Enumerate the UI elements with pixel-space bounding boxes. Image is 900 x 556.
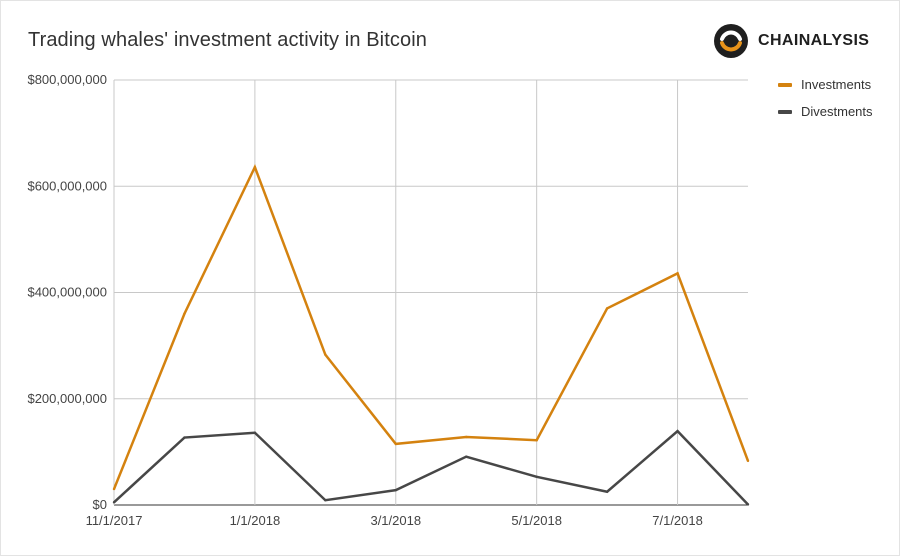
data-point-divestments	[465, 455, 468, 458]
y-tick-label: $600,000,000	[27, 178, 107, 193]
legend-swatch-divestments	[778, 109, 792, 114]
data-point-divestments	[676, 429, 679, 433]
data-point-investments	[324, 353, 327, 356]
legend-label-investments: Investments	[801, 77, 872, 92]
y-tick-label: $0	[93, 497, 107, 512]
legend-swatch-investments	[778, 82, 792, 87]
data-point-divestments	[112, 501, 116, 504]
data-point-investments	[112, 487, 116, 491]
legend-label-divestments: Divestments	[801, 104, 873, 119]
data-point-investments	[676, 272, 679, 275]
data-point-divestments	[253, 431, 257, 434]
legend-item-divestments: Divestments	[778, 98, 873, 125]
x-tick-label: 11/1/2017	[86, 513, 143, 528]
legend-item-investments: Investments	[778, 71, 873, 98]
data-point-investments	[253, 165, 257, 169]
data-point-investments	[746, 459, 750, 463]
chart-title: Trading whales' investment activity in B…	[28, 29, 427, 51]
y-axis-ticks: $0 $200,000,000 $400,000,000 $600,000,000 $8…	[27, 72, 107, 512]
brand: CHAINALYSIS	[713, 23, 869, 59]
grid-layer	[113, 79, 748, 506]
y-tick-label: $800,000,000	[27, 72, 107, 87]
data-point-divestments	[324, 499, 327, 502]
x-tick-label: 5/1/2018	[511, 513, 562, 528]
data-point-divestments	[605, 490, 609, 493]
series-layer	[112, 163, 750, 506]
data-point-investments	[465, 435, 468, 439]
y-tick-label: $400,000,000	[27, 285, 107, 300]
y-tick-label: $200,000,000	[27, 391, 107, 406]
data-point-divestments	[746, 503, 750, 506]
x-axis-ticks: 11/1/2017 1/1/2018 3/1/2018 5/1/2018 7/1/201…	[86, 513, 703, 528]
legend: Investments Divestments	[778, 71, 873, 125]
x-tick-label: 7/1/2018	[652, 513, 703, 528]
data-point-investments	[183, 312, 186, 315]
data-point-divestments	[183, 436, 186, 439]
x-tick-label: 1/1/2018	[230, 513, 281, 528]
series-line-investments	[112, 163, 750, 490]
brand-name: CHAINALYSIS	[758, 32, 870, 49]
x-tick-label: 3/1/2018	[370, 513, 421, 528]
data-point-divestments	[394, 488, 397, 492]
chainalysis-logo-icon	[714, 24, 748, 58]
data-point-investments	[605, 307, 609, 310]
data-point-investments	[535, 438, 538, 442]
data-point-investments	[394, 442, 397, 446]
series-line-divestments	[113, 429, 749, 506]
data-point-divestments	[535, 475, 538, 479]
